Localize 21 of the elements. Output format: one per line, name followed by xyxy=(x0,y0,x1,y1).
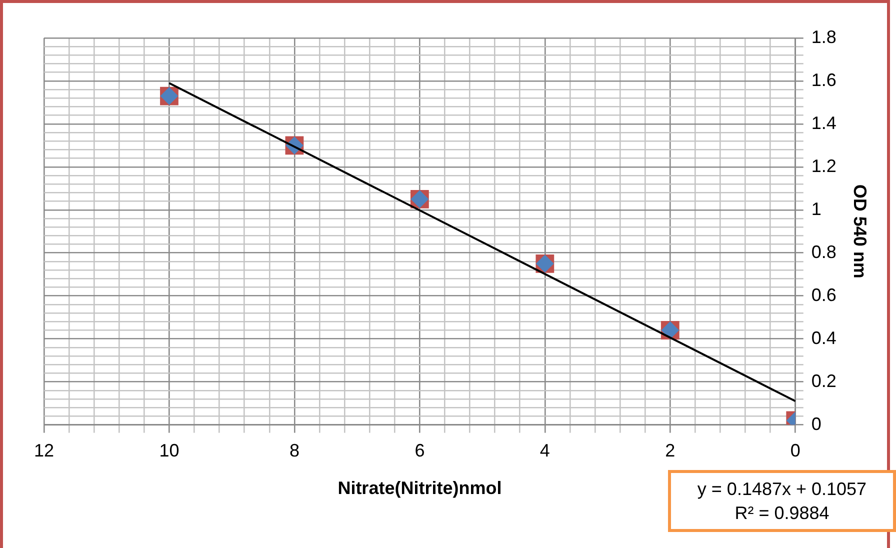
x-tick-label: 12 xyxy=(34,440,54,461)
x-tick-label: 8 xyxy=(289,440,300,461)
x-tick-label: 0 xyxy=(790,440,800,461)
y-tick-label: 0.8 xyxy=(811,242,836,262)
x-axis-title: Nitrate(Nitrite)nmol xyxy=(338,478,502,498)
x-tick-label: 2 xyxy=(665,440,676,461)
y-tick-label: 0.2 xyxy=(811,370,836,391)
y-tick-label: 1 xyxy=(811,198,822,219)
text: y = 0.1487x + 0.1057 xyxy=(696,478,868,501)
y-tick-label: 0.6 xyxy=(811,284,836,305)
y-tick-label: 0.4 xyxy=(811,328,836,348)
y-axis-title: OD 540 nm xyxy=(850,184,870,278)
x-tick-label: 6 xyxy=(414,440,425,461)
y-tick-label: 1.2 xyxy=(811,156,836,176)
y-tick-label: 1.8 xyxy=(811,26,836,47)
x-tick-label: 10 xyxy=(159,440,180,461)
x-tick-label: 4 xyxy=(540,440,550,461)
y-tick-label: 1.6 xyxy=(811,70,836,90)
text: R² = 0.9884 xyxy=(734,502,830,525)
y-tick-label: 1.4 xyxy=(811,112,836,133)
y-tick-label: 0 xyxy=(811,414,822,434)
